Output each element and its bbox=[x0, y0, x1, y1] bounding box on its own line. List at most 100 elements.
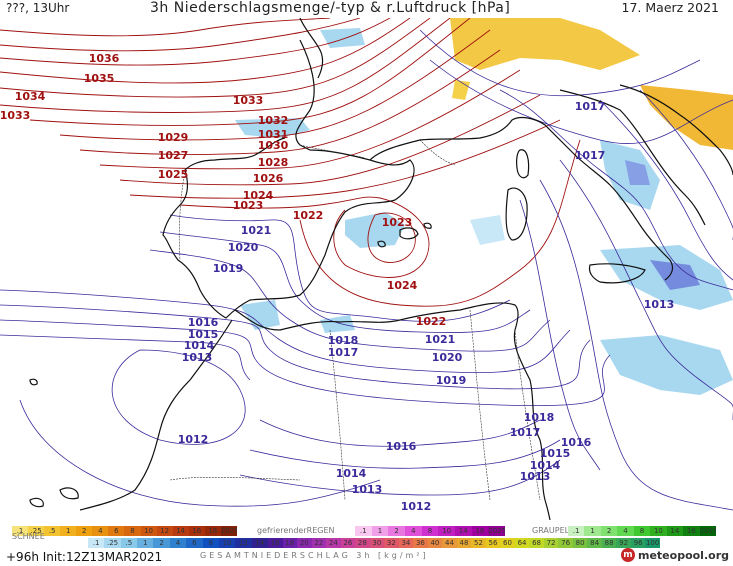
graupel-swatch: 16 bbox=[683, 526, 700, 536]
island-canary-2 bbox=[29, 497, 44, 508]
total-swatch: 64 bbox=[514, 538, 530, 548]
freezing-rain-swatch: 8 bbox=[421, 526, 439, 536]
snow-swatch: 1 bbox=[137, 538, 154, 548]
coast-balkans bbox=[619, 84, 733, 176]
isobar-label-1017: 1017 bbox=[510, 426, 541, 439]
freezing-rain-swatch: 16 bbox=[471, 526, 489, 536]
snow-swatch: .25 bbox=[104, 538, 121, 548]
rain-swatch: 6 bbox=[108, 526, 125, 536]
rain-area-adriatic bbox=[640, 85, 733, 150]
rain-swatch: 1 bbox=[60, 526, 77, 536]
isobar-label-1017: 1017 bbox=[575, 149, 606, 162]
isobar-label-1017: 1017 bbox=[328, 346, 359, 359]
isobar-label-1023: 1023 bbox=[233, 199, 264, 212]
snow-swatch: .5 bbox=[120, 538, 138, 548]
island-sicily bbox=[588, 263, 646, 284]
isobar-label-1013: 1013 bbox=[644, 298, 675, 311]
forecast-date: 17. Maerz 2021 bbox=[621, 0, 719, 15]
total-precipitation-scale: 16 18 20 22 24 26 28 30 32 34 36 40 44 48 52 56 60 64 68 72… bbox=[268, 538, 660, 548]
isobar-label-1020: 1020 bbox=[432, 351, 463, 364]
isobar-label-1025: 1025 bbox=[158, 168, 189, 181]
rain-swatch: .1 bbox=[12, 526, 29, 536]
isobar-label-1024: 1024 bbox=[387, 279, 418, 292]
total-swatch: 80 bbox=[572, 538, 588, 548]
rain-swatch: 10 bbox=[140, 526, 157, 536]
isobar-label-1012: 1012 bbox=[401, 500, 432, 513]
isobar-label-1030: 1030 bbox=[258, 139, 289, 152]
freezing-rain-label: gefrierenderREGEN bbox=[257, 526, 335, 535]
rain-swatch: 8 bbox=[124, 526, 141, 536]
total-swatch: 88 bbox=[601, 538, 617, 548]
graupel-swatch: 2025+ bbox=[699, 526, 716, 536]
coast-france-italy bbox=[369, 116, 674, 281]
isobar-label-1016: 1016 bbox=[561, 436, 592, 449]
snow-area-balearic bbox=[345, 212, 405, 248]
rain-swatch: 14 bbox=[172, 526, 189, 536]
isobar-label-1018: 1018 bbox=[524, 411, 555, 424]
isobar-label-1018: 1018 bbox=[328, 334, 359, 347]
total-swatch: 34 bbox=[398, 538, 414, 548]
snow-swatch: 12 bbox=[235, 538, 252, 548]
total-swatch: 24 bbox=[326, 538, 341, 548]
snow-area-north bbox=[320, 28, 365, 48]
total-swatch: 84 bbox=[587, 538, 602, 548]
total-swatch: 26 bbox=[340, 538, 356, 548]
coast-italy-adriatic bbox=[559, 89, 706, 226]
total-swatch: 60 bbox=[500, 538, 515, 548]
meteopool-icon: m bbox=[621, 548, 635, 562]
island-sardinia bbox=[505, 187, 528, 241]
snow-area-algeria bbox=[320, 315, 355, 333]
isobar-label-1026: 1026 bbox=[253, 172, 284, 185]
isobar-label-1023: 1023 bbox=[382, 216, 413, 229]
snow-area-tunisia bbox=[470, 215, 505, 245]
total-swatch: 22 bbox=[311, 538, 327, 548]
island-canary-1 bbox=[59, 487, 79, 500]
total-swatch: 76 bbox=[558, 538, 573, 548]
total-swatch: 36 bbox=[413, 538, 428, 548]
snow-scale: .1.25.5 1 2 4 6 8 10 12 14 bbox=[88, 538, 268, 548]
isobars-high bbox=[0, 18, 581, 307]
rain-area-alps bbox=[450, 18, 640, 70]
total-swatch: 16 bbox=[268, 538, 283, 548]
isobar-label-1033: 1033 bbox=[0, 109, 30, 122]
snow-heavy-italy bbox=[625, 160, 650, 185]
snow-heavy-sicily bbox=[650, 260, 700, 290]
isobars-low bbox=[0, 29, 733, 511]
isobar-label-1033: 1033 bbox=[233, 94, 264, 107]
isobar-label-1015: 1015 bbox=[540, 447, 571, 460]
snow-swatch: 4 bbox=[169, 538, 187, 548]
total-swatch: 92 bbox=[616, 538, 631, 548]
isobar-label-1035: 1035 bbox=[84, 72, 115, 85]
total-swatch: 72 bbox=[543, 538, 559, 548]
isobar-label-1014: 1014 bbox=[184, 339, 215, 352]
total-swatch: 18 bbox=[282, 538, 298, 548]
isobar-label-1016: 1016 bbox=[386, 440, 417, 453]
snow-swatch: 8 bbox=[202, 538, 219, 548]
coast-africa bbox=[234, 302, 551, 520]
isobar-label-1022: 1022 bbox=[416, 315, 447, 328]
isobar-label-1016: 1016 bbox=[188, 316, 219, 329]
isobar-label-1014: 1014 bbox=[336, 467, 367, 480]
isobar-label-1014: 1014 bbox=[530, 459, 561, 472]
island-menorca bbox=[423, 222, 432, 229]
graupel-swatch: 10 bbox=[650, 526, 667, 536]
graupel-swatch: 2 bbox=[600, 526, 618, 536]
total-swatch: 68 bbox=[529, 538, 544, 548]
rain-swatch: .25 bbox=[28, 526, 45, 536]
isobar-label-1013: 1013 bbox=[182, 351, 213, 364]
snow-label: SCHNEE bbox=[12, 532, 45, 541]
coast-west-africa bbox=[79, 319, 233, 511]
total-precipitation-label: GESAMTNIEDERSCHLAG 3h [kg/m²] bbox=[200, 551, 429, 560]
freezing-rain-swatch: 10 bbox=[438, 526, 455, 536]
rain-swatch: 12 bbox=[156, 526, 173, 536]
isobar-label-1027: 1027 bbox=[158, 149, 189, 162]
rain-swatch: 4 bbox=[92, 526, 109, 536]
snow-swatch: 10 bbox=[218, 538, 236, 548]
brand-logo[interactable]: m meteopool.org bbox=[621, 548, 729, 562]
total-swatch: 32 bbox=[384, 538, 399, 548]
total-swatch: 28 bbox=[355, 538, 370, 548]
isobar-label-1031: 1031 bbox=[258, 128, 289, 141]
freezing-rain-swatch: 14 bbox=[454, 526, 472, 536]
